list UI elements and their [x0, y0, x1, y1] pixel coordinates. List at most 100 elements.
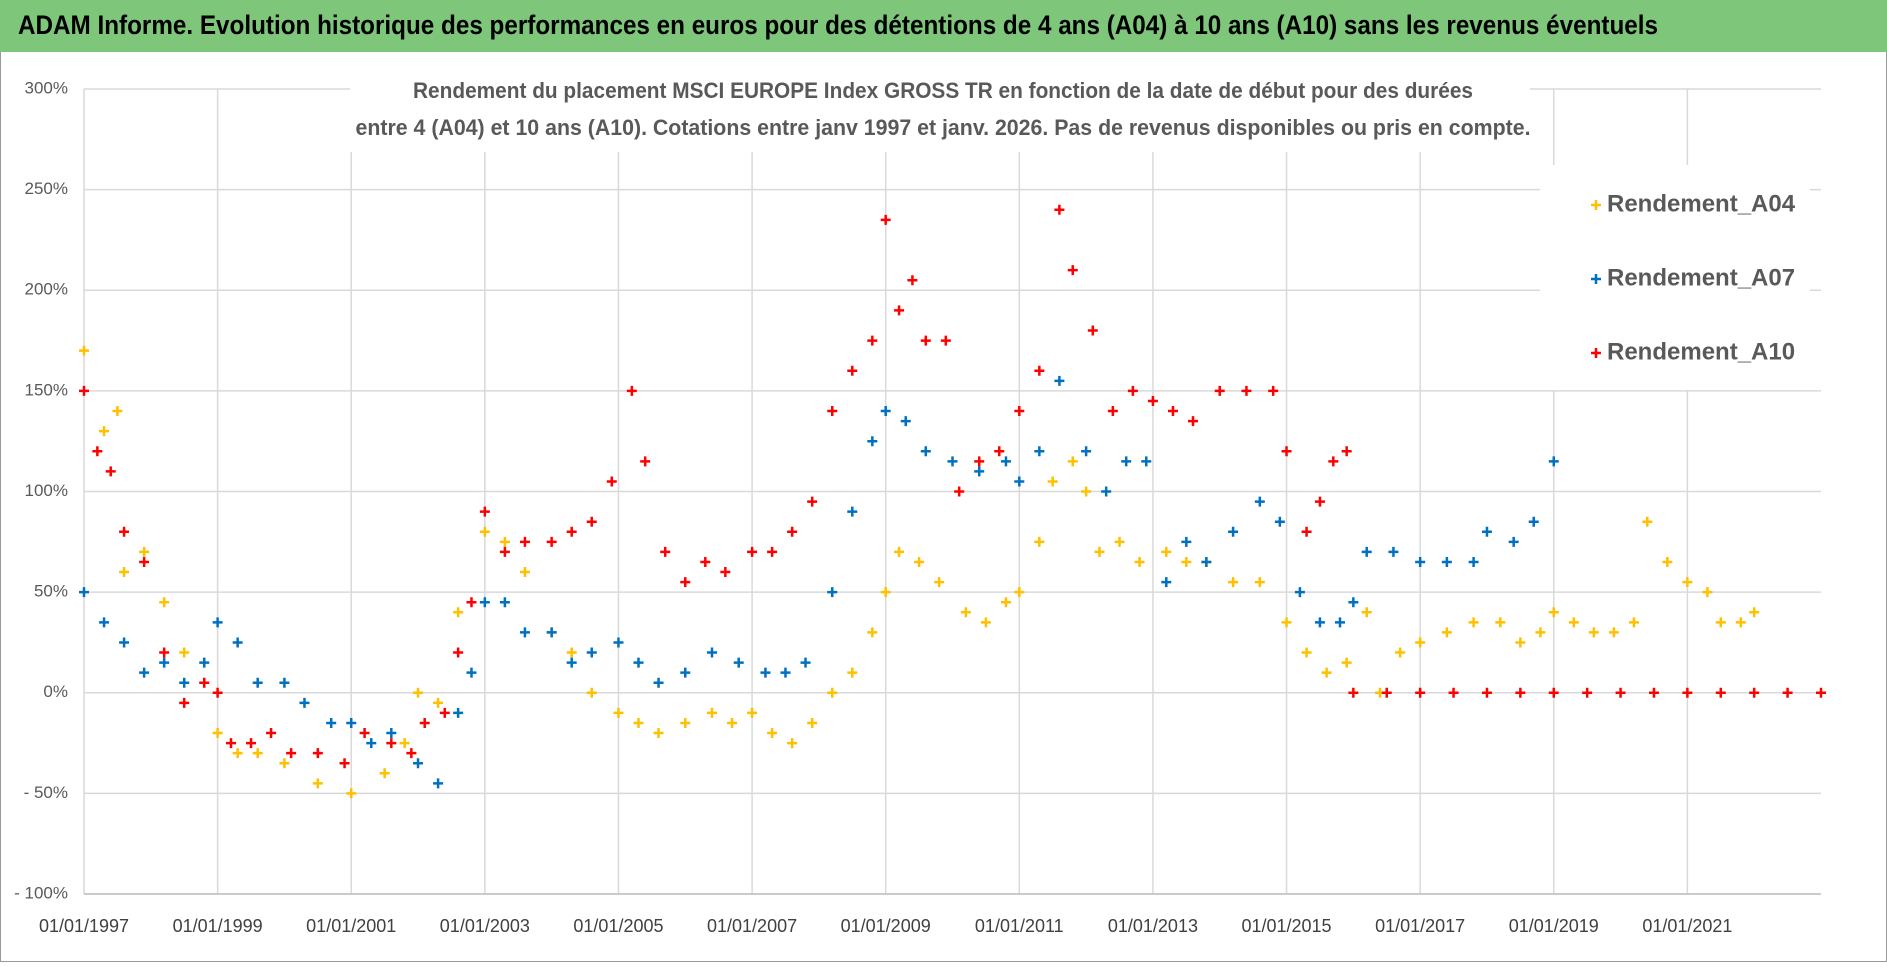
point — [286, 748, 297, 759]
point — [312, 778, 323, 789]
point — [807, 496, 818, 507]
point — [105, 466, 116, 477]
x-tick-label: 01/01/2005 — [573, 916, 663, 936]
point — [499, 536, 510, 547]
y-tick-label: 0% — [43, 682, 68, 701]
point — [312, 748, 323, 759]
point — [1588, 627, 1599, 638]
point — [1495, 617, 1506, 628]
point — [894, 305, 905, 316]
point — [1535, 627, 1546, 638]
point — [1642, 516, 1653, 527]
legend-label: Rendement_A07 — [1607, 264, 1795, 291]
point — [1508, 536, 1519, 547]
point — [1281, 446, 1292, 457]
title-bar — [0, 0, 1887, 52]
point — [1201, 556, 1212, 567]
point — [326, 717, 337, 728]
point — [980, 617, 991, 628]
x-tick-label: 01/01/1999 — [173, 916, 263, 936]
point — [79, 345, 89, 356]
point — [867, 436, 878, 447]
point — [1034, 365, 1045, 376]
point — [439, 707, 450, 718]
point — [212, 617, 223, 628]
point — [934, 577, 945, 588]
point — [940, 335, 951, 346]
point — [700, 556, 711, 567]
legend-marker — [1591, 274, 1601, 284]
point — [680, 717, 691, 728]
point — [1441, 556, 1452, 567]
point — [974, 466, 985, 477]
point — [232, 748, 243, 759]
point — [780, 667, 791, 678]
point — [433, 778, 444, 789]
point — [847, 365, 858, 376]
point — [1361, 546, 1372, 557]
point — [1548, 607, 1559, 618]
point — [1301, 647, 1312, 658]
point — [586, 516, 597, 527]
subtitle-box — [350, 72, 1530, 152]
point — [720, 567, 731, 577]
point — [1000, 456, 1011, 467]
point — [787, 738, 798, 749]
point — [119, 526, 130, 537]
point — [960, 607, 971, 618]
point — [1628, 617, 1639, 628]
x-tick-label: 01/01/2003 — [440, 916, 530, 936]
point — [453, 607, 464, 618]
point — [406, 748, 417, 759]
x-tick-label: 01/01/2007 — [707, 916, 797, 936]
point — [1067, 456, 1078, 467]
point — [519, 536, 530, 547]
point — [1314, 617, 1325, 628]
point — [366, 738, 377, 749]
series — [79, 375, 1559, 789]
point — [1161, 546, 1172, 557]
point — [566, 657, 577, 668]
point — [1682, 687, 1693, 698]
point — [139, 546, 150, 557]
point — [225, 738, 236, 749]
y-tick-label: 300% — [25, 78, 68, 97]
point — [1682, 577, 1693, 588]
point — [1395, 647, 1406, 658]
point — [827, 406, 838, 416]
point — [112, 406, 123, 416]
point — [1608, 627, 1619, 638]
y-tick-label: 100% — [25, 481, 68, 500]
y-tick-label: 50% — [34, 582, 68, 601]
point — [79, 587, 89, 598]
point — [159, 647, 170, 658]
point — [453, 647, 464, 658]
point — [1087, 325, 1098, 336]
point — [246, 738, 257, 749]
point — [479, 597, 490, 608]
point — [1241, 385, 1252, 396]
point — [1268, 385, 1279, 396]
point — [1161, 577, 1172, 588]
point — [920, 335, 931, 346]
point — [807, 717, 818, 728]
point — [653, 728, 664, 738]
point — [546, 627, 557, 638]
y-tick-label: 200% — [25, 280, 68, 299]
point — [1749, 687, 1760, 698]
point — [847, 506, 858, 517]
point — [453, 707, 464, 718]
point — [613, 707, 624, 718]
point — [626, 385, 637, 396]
y-tick-label: 250% — [25, 179, 68, 198]
point — [1582, 687, 1593, 698]
point — [1107, 406, 1118, 416]
point — [519, 627, 530, 638]
point — [787, 526, 798, 537]
point — [847, 667, 858, 678]
point — [1214, 385, 1225, 396]
point — [974, 456, 985, 467]
point — [413, 758, 424, 769]
point — [1468, 556, 1479, 567]
